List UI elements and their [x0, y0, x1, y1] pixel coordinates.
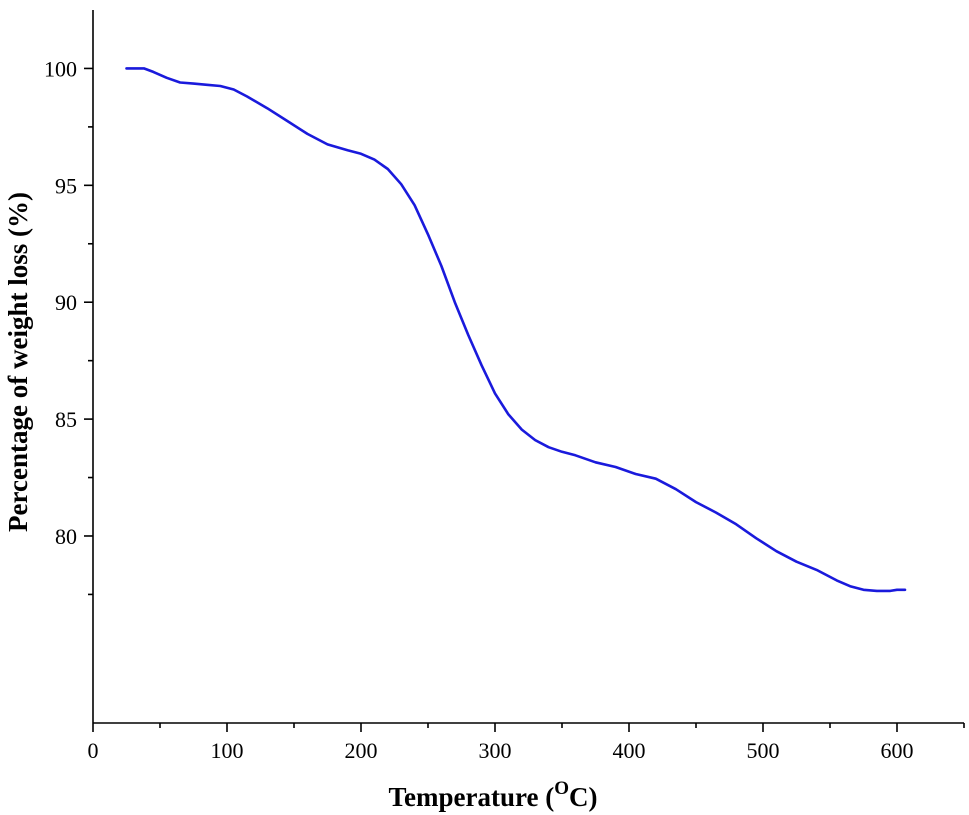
x-axis-title-main: Temperature (: [389, 782, 555, 812]
x-tick-label: 200: [345, 738, 378, 763]
x-axis-title: Temperature (OC): [389, 778, 598, 812]
x-tick-label: 0: [88, 738, 99, 763]
y-tick-label: 95: [55, 173, 77, 198]
plot-frame: [92, 10, 964, 724]
y-tick-label: 90: [55, 290, 77, 315]
x-axis-ticks: 0 100 200 300 400 500 600: [88, 723, 965, 763]
y-tick-label: 100: [44, 56, 77, 81]
y-tick-label: 80: [55, 524, 77, 549]
x-axis-title-suffix: C): [569, 782, 598, 812]
y-axis-ticks: 80 85 90 95 100: [44, 56, 93, 596]
series-layer: [125, 67, 907, 593]
y-tick-label: 85: [55, 407, 77, 432]
x-tick-label: 600: [881, 738, 914, 763]
weight-loss-curve: [125, 67, 907, 593]
x-tick-label: 400: [613, 738, 646, 763]
x-tick-label: 100: [211, 738, 244, 763]
x-axis-title-superscript: O: [554, 778, 569, 799]
y-axis-title: Percentage of weight loss (%): [3, 192, 33, 532]
x-tick-label: 300: [479, 738, 512, 763]
x-tick-label: 500: [747, 738, 780, 763]
